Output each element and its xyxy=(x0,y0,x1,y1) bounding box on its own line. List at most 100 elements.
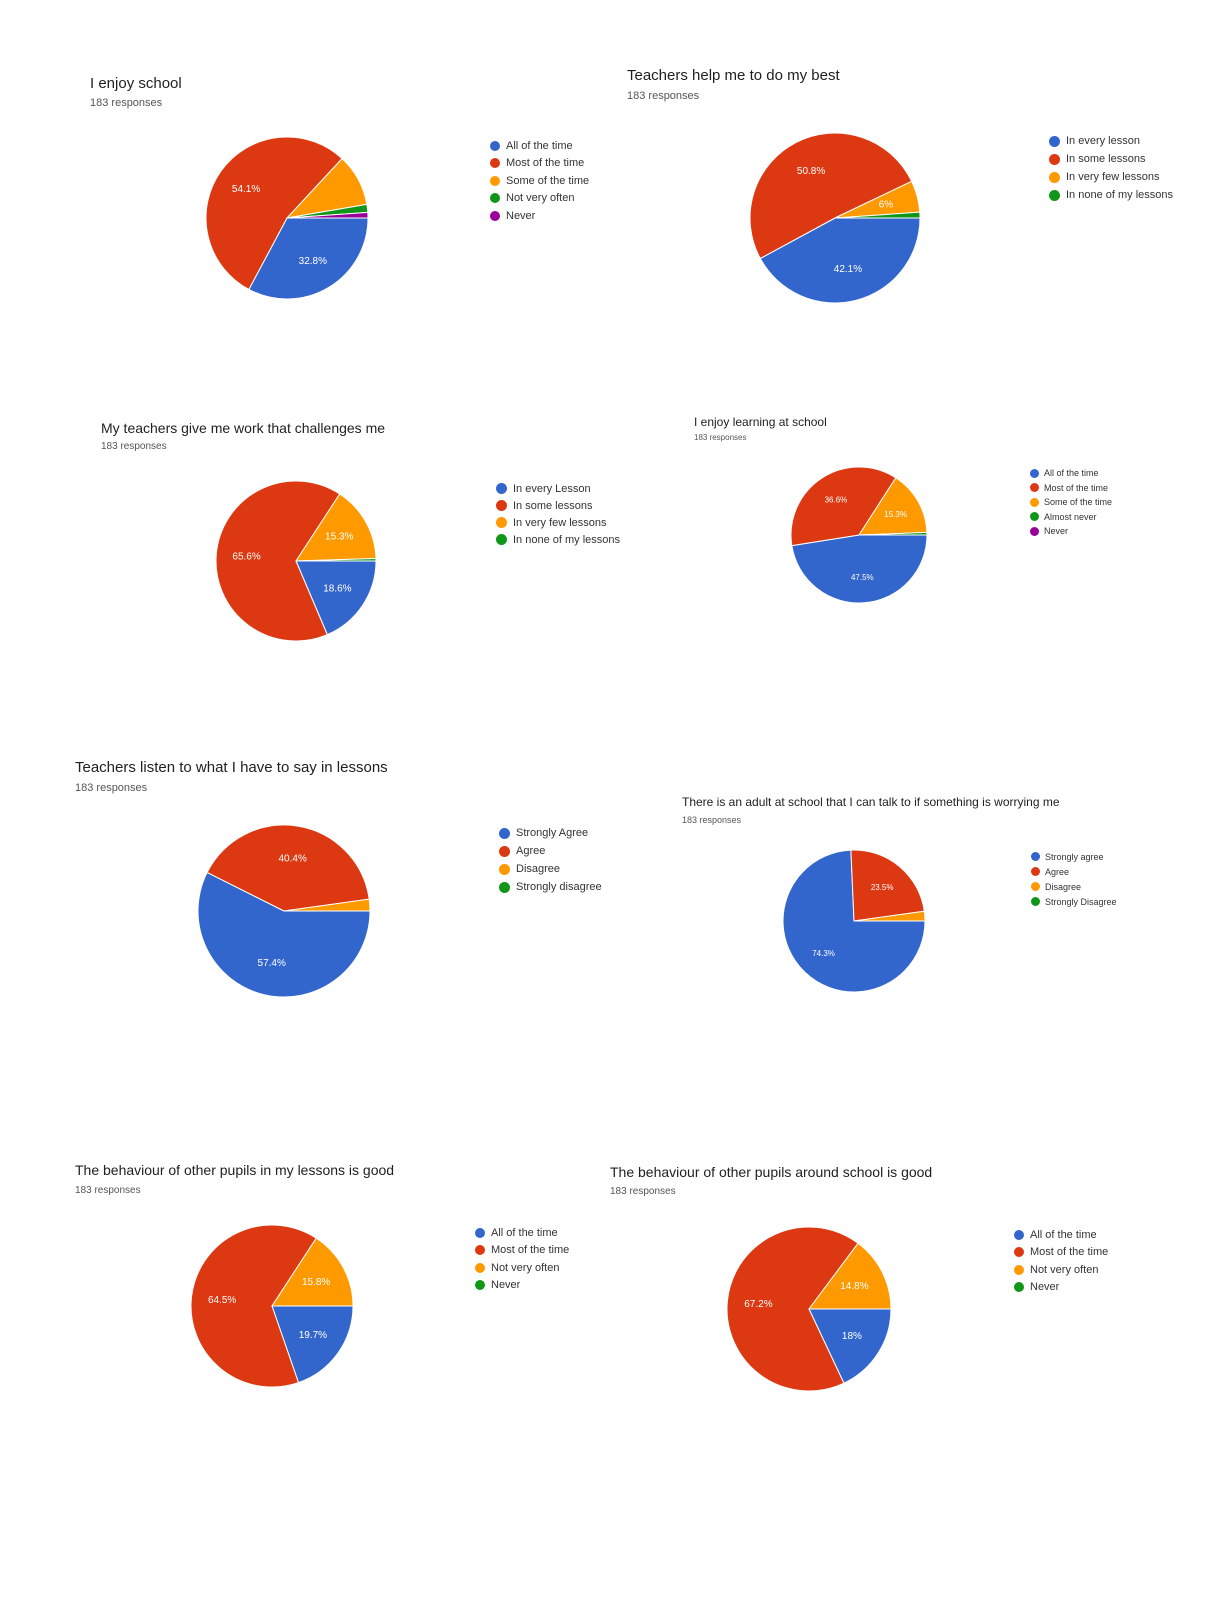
legend-label: Strongly agree xyxy=(1045,851,1104,862)
legend-label: Never xyxy=(491,1279,521,1292)
legend-item: Strongly agree xyxy=(1031,849,1117,864)
slice-label: 54.1% xyxy=(232,184,260,195)
legend-swatch xyxy=(499,881,510,893)
legend-label: Most of the time xyxy=(1030,1246,1109,1259)
legend-label: Most of the time xyxy=(491,1244,570,1257)
chart-title: I enjoy learning at school xyxy=(694,415,827,429)
legend-swatch xyxy=(475,1280,485,1291)
pie-slice xyxy=(295,560,377,636)
slice-label: 74.3% xyxy=(812,949,835,958)
response-count: 183 responses xyxy=(75,782,148,794)
pie-slice xyxy=(206,824,370,912)
legend-item: All of the time xyxy=(1014,1226,1108,1244)
pie-slice xyxy=(850,849,925,922)
legend-label: Some of the time xyxy=(1044,497,1113,508)
chart-title: The behaviour of other pupils in my less… xyxy=(75,1162,395,1178)
legend-label: Almost never xyxy=(1044,511,1097,522)
legend-swatch xyxy=(496,517,507,528)
legend-item: Agree xyxy=(1031,864,1117,879)
legend: All of the time Most of the time Some of t… xyxy=(1030,466,1112,539)
legend-item: Strongly disagree xyxy=(499,878,602,896)
legend-item: Most of the time xyxy=(490,155,589,173)
legend-item: Not very often xyxy=(1014,1261,1108,1279)
legend-swatch xyxy=(490,210,500,221)
response-count: 183 responses xyxy=(101,441,167,452)
legend-swatch xyxy=(1030,526,1039,536)
legend-swatch xyxy=(1049,171,1060,183)
chart-title: My teachers give me work that challenges… xyxy=(101,420,386,436)
pie-slice xyxy=(215,480,341,642)
legend-swatch xyxy=(496,534,507,545)
legend-label: Not very often xyxy=(506,192,575,205)
slice-label: 64.5% xyxy=(208,1295,236,1306)
slice-label: 15.8% xyxy=(302,1277,330,1288)
response-count: 183 responses xyxy=(90,97,163,109)
pie-slice xyxy=(834,211,921,219)
legend-label: Never xyxy=(506,209,536,222)
pie-slice xyxy=(808,1242,892,1310)
legend-label: Most of the time xyxy=(506,157,585,170)
legend-label: Disagree xyxy=(1045,881,1082,892)
legend-item: Not very often xyxy=(490,190,589,208)
slice-label: 15.3% xyxy=(325,532,353,543)
legend-swatch xyxy=(499,845,510,857)
response-count: 183 responses xyxy=(627,90,700,102)
slice-label: 18.6% xyxy=(323,583,351,594)
legend-swatch xyxy=(1030,497,1039,507)
legend-item: Some of the time xyxy=(490,172,589,190)
legend-item: All of the time xyxy=(475,1224,569,1242)
legend: Strongly agree Agree Disagree Strongly Disa… xyxy=(1031,849,1117,909)
legend-item: Some of the time xyxy=(1030,495,1112,510)
pie-slice xyxy=(790,466,897,547)
legend-swatch xyxy=(1049,153,1060,165)
legend-label: In some lessons xyxy=(513,499,593,512)
legend-swatch xyxy=(475,1262,485,1273)
pie-slice xyxy=(205,136,343,291)
legend-label: All of the time xyxy=(1030,1228,1097,1241)
legend-swatch xyxy=(1030,483,1039,493)
legend-label: In very few lessons xyxy=(513,516,607,529)
legend: All of the time Most of the time Not very … xyxy=(1014,1226,1108,1296)
legend-swatch xyxy=(1014,1282,1024,1293)
pie-slice xyxy=(759,217,921,304)
legend-item: Never xyxy=(490,207,589,225)
legend-swatch xyxy=(490,140,500,151)
legend-item: Most of the time xyxy=(1014,1244,1108,1262)
legend-swatch xyxy=(1014,1229,1024,1240)
legend-swatch xyxy=(1014,1264,1024,1275)
chart-title: Teachers help me to do my best xyxy=(627,67,840,84)
pie-slice xyxy=(853,910,926,922)
legend-item: Agree xyxy=(499,842,602,860)
pie-slice xyxy=(190,1224,317,1388)
legend-item: Most of the time xyxy=(475,1242,569,1260)
legend-label: Agree xyxy=(516,845,546,857)
legend-label: Strongly Agree xyxy=(516,827,589,839)
legend-swatch xyxy=(1049,189,1060,201)
pie: 57.4% 40.4% xyxy=(197,824,371,998)
legend-item: In none of my lessons xyxy=(1049,186,1173,204)
legend-item: In some lessons xyxy=(496,497,620,514)
legend-swatch xyxy=(475,1245,485,1256)
pie: 18.6% 65.6% 15.3% xyxy=(215,480,377,642)
legend-label: Disagree xyxy=(516,863,561,875)
legend-label: In none of my lessons xyxy=(513,533,621,546)
legend-swatch xyxy=(1014,1247,1024,1258)
pie: 42.1% 50.8% 6% xyxy=(749,132,921,304)
slice-label: 40.4% xyxy=(278,853,306,864)
pie-slice xyxy=(248,217,369,300)
legend-item: All of the time xyxy=(490,137,589,155)
slice-label: 18% xyxy=(842,1331,862,1342)
slice-label: 6% xyxy=(879,200,894,211)
legend-swatch xyxy=(475,1227,485,1238)
legend-item: Strongly Disagree xyxy=(1031,894,1117,909)
legend-swatch xyxy=(496,483,507,494)
legend-label: Strongly disagree xyxy=(516,881,602,893)
legend-item: Never xyxy=(475,1277,569,1295)
legend: Strongly Agree Agree Disagree Strongly disa… xyxy=(499,824,602,896)
response-count: 183 responses xyxy=(75,1185,141,1196)
pie-slice xyxy=(295,557,377,562)
legend-label: Strongly Disagree xyxy=(1045,896,1117,907)
pie: 18% 67.2% 14.8% xyxy=(726,1226,892,1392)
pie-slice xyxy=(749,132,913,260)
pie-slice xyxy=(808,1308,892,1384)
